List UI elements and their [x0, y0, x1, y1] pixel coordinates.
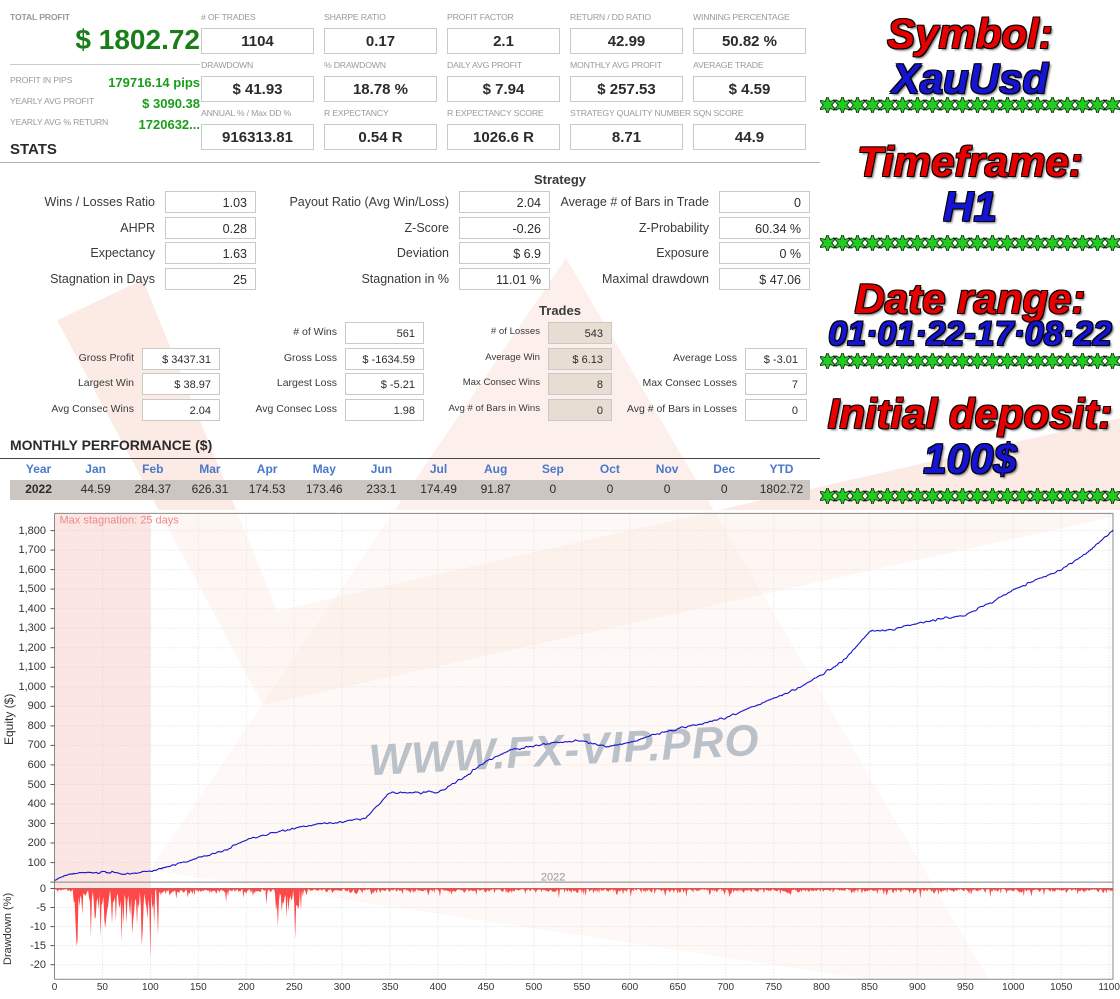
svg-text:Max stagnation: 25 days: Max stagnation: 25 days: [60, 514, 180, 526]
svg-text:2022: 2022: [541, 872, 565, 884]
